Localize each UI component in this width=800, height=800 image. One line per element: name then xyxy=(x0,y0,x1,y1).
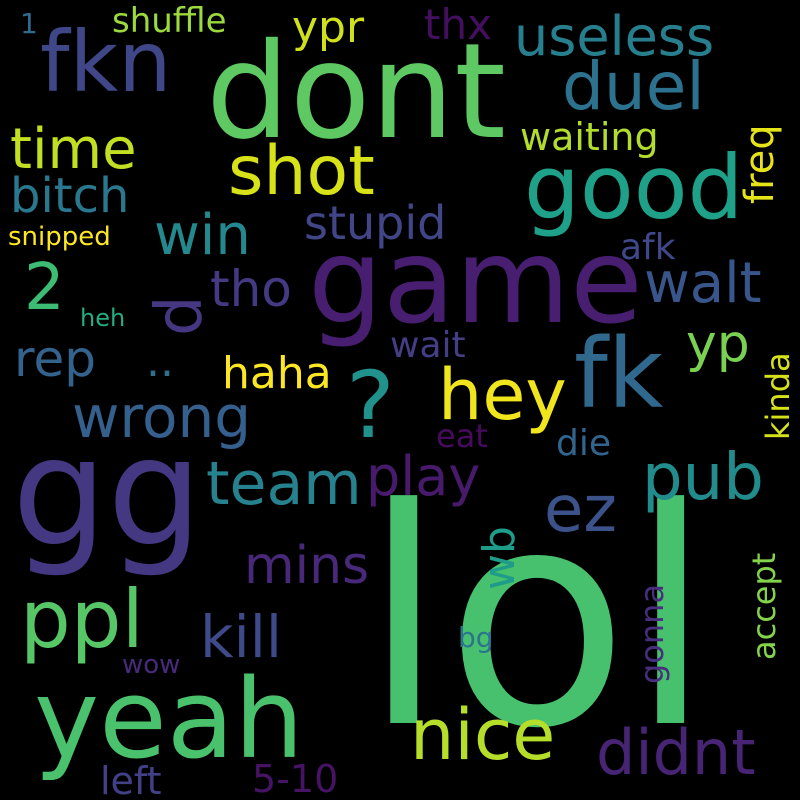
word-ypr: ypr xyxy=(292,2,365,53)
word-duel: duel xyxy=(562,48,705,125)
word-eat: eat xyxy=(436,417,488,455)
word-afk: afk xyxy=(620,227,676,268)
word-d: d xyxy=(143,295,217,336)
word-hey: hey xyxy=(438,354,567,436)
word-rep: rep xyxy=(14,330,96,388)
word-pub: pub xyxy=(642,441,764,515)
word-waiting: waiting xyxy=(520,115,659,159)
word-lol: lol xyxy=(362,445,713,794)
word-stupid: stupid xyxy=(304,196,447,250)
word-ez: ez xyxy=(544,473,617,547)
word-tho: tho xyxy=(210,260,292,318)
word-mins: mins xyxy=(244,536,370,596)
word-dots: .. xyxy=(146,336,174,387)
word-game: game xyxy=(308,212,643,350)
word-walt: walt xyxy=(644,251,762,316)
word-yp: yp xyxy=(686,314,750,374)
word-shot: shot xyxy=(228,132,375,211)
word-yeah: yeah xyxy=(34,655,304,783)
word-didnt: didnt xyxy=(596,716,756,789)
word-wow: wow xyxy=(122,650,181,680)
word-freq: freq xyxy=(737,124,783,204)
word-gg: gg xyxy=(12,406,203,580)
word-fkn: fkn xyxy=(40,13,172,111)
word-wait: wait xyxy=(390,325,466,366)
word-ppl: ppl xyxy=(20,573,144,666)
word-snipped: snipped xyxy=(8,222,111,252)
word-time: time xyxy=(10,117,137,182)
word-gonna: gonna xyxy=(633,583,671,684)
word-win: win xyxy=(154,203,251,268)
word-wb: wb xyxy=(474,526,525,590)
word-wrong: wrong xyxy=(72,383,252,451)
word-fk: fk xyxy=(574,318,664,430)
word-bitch: bitch xyxy=(10,168,130,224)
word-kinda: kinda xyxy=(759,352,797,440)
word-question-mark: ? xyxy=(346,352,395,459)
word-play: play xyxy=(366,445,481,508)
word-nice: nice xyxy=(410,694,556,776)
word-thx: thx xyxy=(424,0,492,49)
word-one: 1 xyxy=(20,7,38,40)
word-two: 2 xyxy=(24,251,65,325)
word-die: die xyxy=(556,423,612,464)
word-shuffle: shuffle xyxy=(112,1,227,41)
word-bg: bg xyxy=(458,621,494,654)
word-team: team xyxy=(206,449,362,519)
word-5-10: 5-10 xyxy=(252,757,339,800)
word-useless: useless xyxy=(514,5,715,68)
word-kill: kill xyxy=(200,603,282,671)
word-accept: accept xyxy=(745,552,783,660)
word-left: left xyxy=(100,759,162,800)
word-heh: heh xyxy=(80,304,126,332)
word-haha: haha xyxy=(222,348,332,399)
word-good: good xyxy=(524,136,744,239)
word-dont: dont xyxy=(206,15,506,169)
